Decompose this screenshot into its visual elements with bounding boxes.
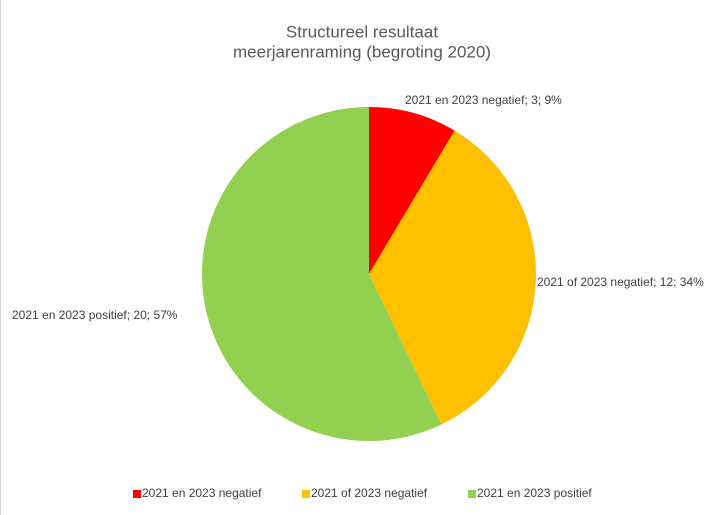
legend-label: 2021 en 2023 negatief: [142, 486, 262, 500]
legend-swatch: [302, 490, 310, 498]
pie-slice: [202, 106, 442, 441]
legend-swatch: [468, 490, 476, 498]
chart-title: meerjarenraming (begroting 2020): [233, 42, 491, 61]
data-label: 2021 of 2023 negatief; 12; 34%: [537, 275, 704, 289]
legend-swatch: [133, 490, 141, 498]
pie-slice: [369, 107, 455, 274]
legend-label: 2021 en 2023 positief: [477, 486, 592, 500]
pie-slice: [369, 130, 536, 425]
chart-title: Structureel resultaat: [286, 22, 438, 41]
data-label: 2021 en 2023 positief; 20; 57%: [12, 308, 178, 322]
legend-label: 2021 of 2023 negatief: [311, 486, 428, 500]
data-label: 2021 en 2023 negatief; 3; 9%: [405, 93, 562, 107]
